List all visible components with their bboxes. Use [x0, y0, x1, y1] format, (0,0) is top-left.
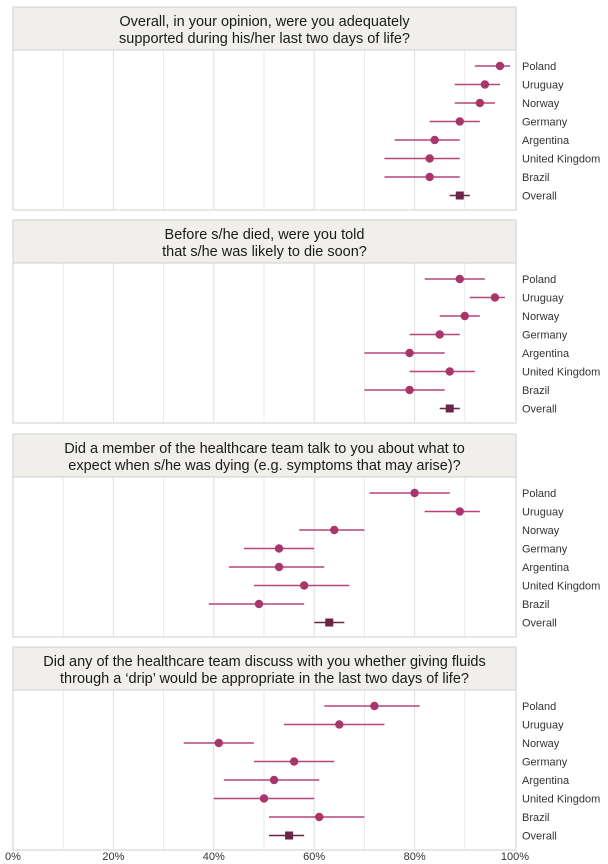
- point-estimate: [425, 172, 434, 182]
- country-label: Poland: [522, 274, 556, 286]
- country-label: Argentina: [522, 562, 570, 574]
- country-label: Brazil: [522, 172, 550, 184]
- point-estimate: [455, 117, 464, 126]
- panel-header: [12, 6, 517, 51]
- panel-header: [12, 219, 517, 264]
- panel-body: [12, 262, 517, 424]
- country-label: Overall: [522, 618, 557, 630]
- point-estimate: [274, 562, 284, 572]
- point-estimate: [315, 812, 324, 822]
- point-estimate: [490, 293, 500, 302]
- point-estimate: [289, 757, 299, 766]
- point-estimate: [480, 80, 490, 89]
- panel-title-line: Before s/he died, were you told: [165, 227, 365, 243]
- country-label: Brazil: [522, 812, 550, 824]
- country-label: Germany: [522, 757, 568, 769]
- country-label: Argentina: [522, 348, 570, 360]
- country-label: Argentina: [522, 775, 570, 787]
- point-estimate: [405, 348, 414, 358]
- panel-title-line: Did a member of the healthcare team talk…: [64, 441, 465, 457]
- panel-title-line: through a ‘drip’ would be appropriate in…: [60, 671, 469, 687]
- x-tick-label: 80%: [404, 851, 426, 863]
- point-estimate: [405, 385, 414, 395]
- point-estimate: [214, 738, 224, 748]
- panel-title-line: Did any of the healthcare team discuss w…: [43, 654, 485, 670]
- panel-title-line: supported during his/her last two days o…: [119, 31, 410, 47]
- x-tick-label: 60%: [303, 851, 325, 863]
- point-estimate: [445, 367, 454, 376]
- panel-title-line: that s/he was likely to die soon?: [162, 244, 367, 260]
- point-estimate: [455, 274, 464, 284]
- point-estimate: [274, 544, 284, 553]
- overall-point: [445, 404, 454, 413]
- country-label: Poland: [522, 488, 556, 500]
- point-estimate: [425, 154, 434, 163]
- country-label: Uruguay: [522, 80, 564, 92]
- x-tick-label: 40%: [203, 851, 225, 863]
- x-tick-label: 0%: [5, 851, 21, 863]
- point-estimate: [299, 581, 309, 590]
- panel-title-line: Overall, in your opinion, were you adequ…: [119, 14, 410, 30]
- panel-title-line: expect when s/he was dying (e.g. symptom…: [68, 458, 460, 474]
- point-estimate: [330, 525, 339, 535]
- country-label: United Kingdom: [522, 367, 600, 379]
- country-label: Poland: [522, 701, 556, 713]
- country-label: Norway: [522, 525, 560, 537]
- country-label: Germany: [522, 117, 568, 129]
- country-label: United Kingdom: [522, 581, 600, 593]
- country-label: Uruguay: [522, 293, 564, 305]
- panel-body: [12, 49, 517, 211]
- x-tick-label: 20%: [102, 851, 124, 863]
- country-label: Overall: [522, 191, 557, 203]
- panel-body: [12, 476, 517, 638]
- point-estimate: [475, 98, 485, 108]
- country-label: Norway: [522, 311, 560, 323]
- country-label: Germany: [522, 330, 568, 342]
- point-estimate: [259, 794, 269, 803]
- point-estimate: [455, 507, 464, 516]
- country-label: Poland: [522, 61, 556, 73]
- point-estimate: [460, 311, 469, 321]
- point-estimate: [269, 775, 279, 785]
- point-estimate: [495, 61, 505, 71]
- country-label: Norway: [522, 98, 560, 110]
- country-label: Norway: [522, 738, 560, 750]
- country-label: Germany: [522, 544, 568, 556]
- panel-3: Did a member of the healthcare team talk…: [12, 433, 600, 638]
- point-estimate: [435, 330, 444, 339]
- x-tick-label: 100%: [501, 851, 529, 863]
- point-estimate: [335, 720, 344, 729]
- country-label: Uruguay: [522, 720, 564, 732]
- x-axis: 0% 20% 40% 60% 80% 100%: [5, 851, 529, 863]
- country-label: United Kingdom: [522, 794, 600, 806]
- point-estimate: [370, 701, 379, 711]
- country-label: Overall: [522, 404, 557, 416]
- point-estimate: [410, 488, 419, 498]
- overall-point: [285, 831, 294, 840]
- panel-1: Overall, in your opinion, were you adequ…: [12, 6, 600, 211]
- country-label: United Kingdom: [522, 154, 600, 166]
- country-label: Brazil: [522, 385, 550, 397]
- country-label: Brazil: [522, 599, 550, 611]
- overall-point: [455, 191, 464, 200]
- country-label: Uruguay: [522, 507, 564, 519]
- panel-body: [12, 689, 517, 851]
- overall-point: [325, 618, 334, 627]
- point-estimate: [430, 135, 439, 145]
- point-estimate: [254, 599, 264, 609]
- panel-4: Did any of the healthcare team discuss w…: [12, 646, 600, 851]
- country-label: Overall: [522, 831, 557, 843]
- country-label: Argentina: [522, 135, 570, 147]
